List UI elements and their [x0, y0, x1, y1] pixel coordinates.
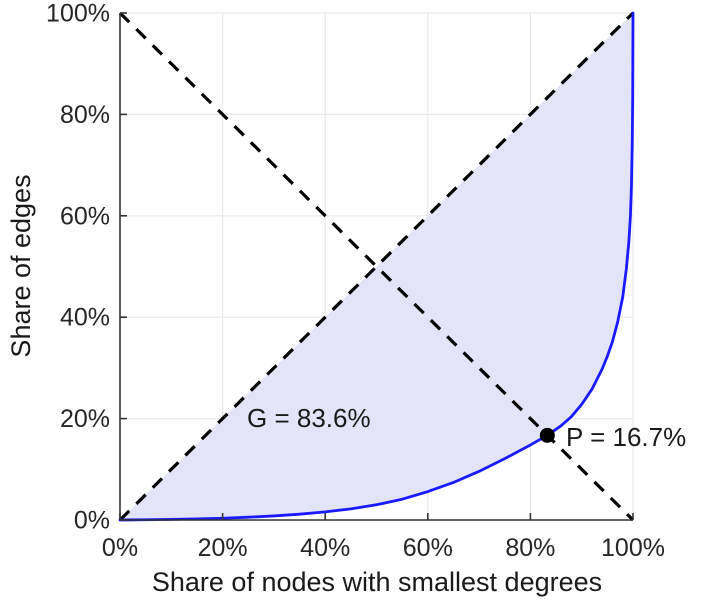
- x-axis-title: Share of nodes with smallest degrees: [152, 567, 602, 597]
- y-axis-title: Share of edges: [6, 174, 36, 357]
- equality-diagonal-line: [118, 11, 635, 522]
- pivot-annotation: P = 16.7%: [566, 422, 686, 452]
- series-lines: [118, 11, 635, 522]
- x-tick-label: 40%: [300, 534, 350, 562]
- lorenz-fill: [120, 13, 633, 520]
- pivot-point: [539, 427, 555, 443]
- y-tick-label: 100%: [46, 0, 110, 28]
- x-tick-label: 20%: [198, 534, 248, 562]
- y-tick-label: 80%: [60, 101, 110, 129]
- y-tick-label: 40%: [60, 304, 110, 332]
- y-tick-label: 60%: [60, 202, 110, 230]
- x-tick-label: 0%: [102, 534, 138, 562]
- gini-annotation: G = 83.6%: [247, 403, 371, 433]
- y-tick-label: 20%: [60, 405, 110, 433]
- tick-labels: 0%0% 20% 20% 40% 40% 60% 60% 80% 80% 100% 100%: [46, 0, 665, 562]
- axes: [119, 12, 634, 521]
- y-tick-label: 0%: [74, 507, 110, 535]
- x-tick-label: 80%: [505, 534, 555, 562]
- fill-area: [120, 13, 633, 520]
- x-tick-label: 100%: [601, 534, 665, 562]
- x-tick-label: 60%: [403, 534, 453, 562]
- lorenz-curve: [118, 11, 635, 522]
